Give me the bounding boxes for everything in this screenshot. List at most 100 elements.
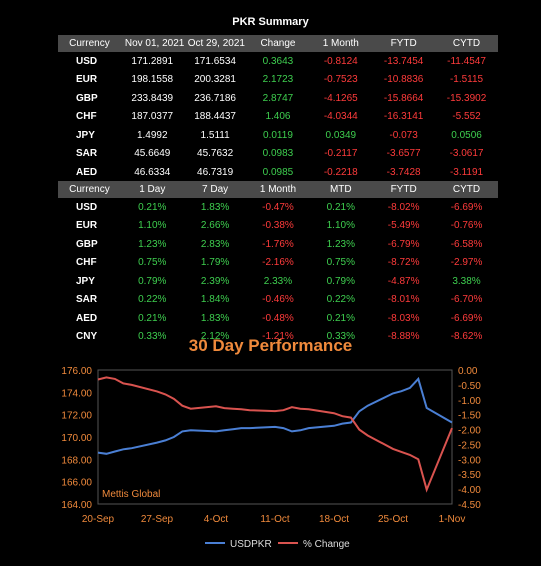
cell-value: -1.21% [262,331,294,343]
cell-value: -4.1265 [323,92,358,104]
cell-value: 0.75% [326,257,355,269]
x-tick-label: 4-Oct [204,514,229,525]
summary-title: PKR Summary [232,16,309,28]
cell-value: -4.87% [387,275,420,287]
cell-value: -15.3902 [446,92,487,104]
cell-value: 46.6334 [134,166,171,178]
cell-value: 0.0983 [262,148,294,160]
cell-value: -10.8836 [383,74,424,86]
column-header: Oct 29, 2021 [183,35,247,52]
returns-table-header: Currency 1 Day 7 Day 1 Month MTD FYTD CYTD [58,181,498,198]
cell-value: 2.12% [200,331,230,343]
cell-value: 0.21% [326,201,355,213]
y-left-tick-label: 168.00 [61,455,92,466]
cell-value: 0.0506 [451,129,482,141]
y-left-tick-label: 174.00 [61,388,92,399]
series-line-usdpkr [97,376,453,455]
currency-code: JPY [76,275,95,287]
cell-value: -8.62% [450,331,483,343]
table-row: GBP 1.23% 2.83% -1.76% 1.23% -6.79% -6.58% [58,235,498,254]
currency-code: CHF [76,257,97,269]
column-header: Currency [58,181,121,198]
currency-code: EUR [76,74,98,86]
cell-value: 2.8747 [262,92,294,104]
column-header: 7 Day [183,181,247,198]
cell-value: 45.6649 [134,148,171,160]
cell-value: 2.83% [200,238,230,250]
cell-value: -8.72% [387,257,420,269]
cell-value: 188.4437 [194,111,236,123]
currency-code: GBP [76,238,98,250]
cell-value: -0.8124 [323,55,358,67]
cell-value: -3.6577 [386,148,421,160]
table-row: CNY 0.33% 2.12% -1.21% 0.33% -8.88% -8.62% [58,328,498,347]
currency-code: CHF [76,111,97,123]
x-tick-label: 20-Sep [82,514,115,525]
cell-value: -4.0344 [323,111,358,123]
table-row: JPY 0.79% 2.39% 2.33% 0.79% -4.87% 3.38% [58,272,498,291]
cell-value: 1.10% [326,220,355,232]
table-row: USD 171.2891 171.6534 0.3643 -0.8124 -13.7454… [58,52,498,71]
currency-code: GBP [76,92,98,104]
cell-value: -2.97% [450,257,483,269]
cell-value: -2.16% [262,257,294,269]
cell-value: 0.22% [326,294,355,306]
cell-value: -8.88% [387,331,420,343]
watermark-text: Mettis Global [102,489,160,500]
cell-value: 171.6534 [194,55,236,67]
rates-table: Currency Nov 01, 2021 Oct 29, 2021 Change 1 … [58,35,498,200]
cell-value: 0.0119 [263,129,293,141]
cell-value: 1.83% [200,312,230,324]
cell-value: -3.7428 [386,166,421,178]
cell-value: -0.38% [262,220,294,232]
cell-value: -6.79% [387,238,420,250]
table-row: JPY 1.4992 1.5111 0.0119 0.0349 -0.073 0.0506 [58,126,498,145]
cell-value: -16.3141 [383,111,424,123]
cell-value: 1.23% [138,238,167,250]
plot-area [97,369,453,505]
cell-value: -1.76% [262,238,294,250]
currency-code: USD [76,55,98,67]
cell-value: 0.0349 [325,129,357,141]
y-right-tick-label: -3.50 [458,470,481,481]
currency-code: USD [76,201,98,213]
cell-value: -13.7454 [383,55,424,67]
column-header: 1 Month [246,181,310,198]
cell-value: -6.58% [450,238,483,250]
y-right-tick-label: -1.00 [458,396,481,407]
cell-value: -0.46% [262,294,294,306]
y-right-tick-label: -4.50 [458,500,481,511]
cell-value: -3.1191 [449,166,484,178]
cell-value: -6.70% [450,294,483,306]
cell-value: 0.21% [326,312,355,324]
x-tick-label: 1-Nov [439,514,466,525]
returns-table: Currency 1 Day 7 Day 1 Month MTD FYTD CYTD USD… [58,181,498,346]
x-tick-label: 18-Oct [319,514,349,525]
cell-value: 1.4992 [136,129,168,141]
column-header: CYTD [435,181,498,198]
cell-value: 0.21% [138,312,167,324]
cell-value: 0.0985 [262,166,294,178]
column-header: Currency [58,35,121,52]
y-left-tick-label: 172.00 [61,411,92,422]
column-header: CYTD [435,35,498,52]
currency-code: CNY [76,331,98,343]
currency-code: SAR [76,294,98,306]
performance-chart: 164.00 166.00 168.00 170.00 172.00 174.00 176.… [61,366,481,550]
column-header: Change [246,35,310,52]
y-right-tick-label: -4.00 [458,485,481,496]
y-right-tick-label: -0.50 [458,381,481,392]
y-right-tick-label: -2.50 [458,440,481,451]
cell-value: 1.84% [200,294,230,306]
column-header: FYTD [372,35,436,52]
legend-label-pct-change: % Change [303,539,350,550]
cell-value: 0.33% [138,331,167,343]
cell-value: 0.75% [138,257,167,269]
cell-value: 0.79% [326,275,355,287]
cell-value: -11.4547 [447,55,486,67]
currency-code: JPY [76,129,95,141]
y-left-tick-label: 166.00 [61,478,92,489]
cell-value: 45.7632 [197,148,234,160]
table-row: USD 0.21% 1.83% -0.47% 0.21% -8.02% -6.69% [58,198,498,217]
cell-value: -6.69% [450,201,483,213]
